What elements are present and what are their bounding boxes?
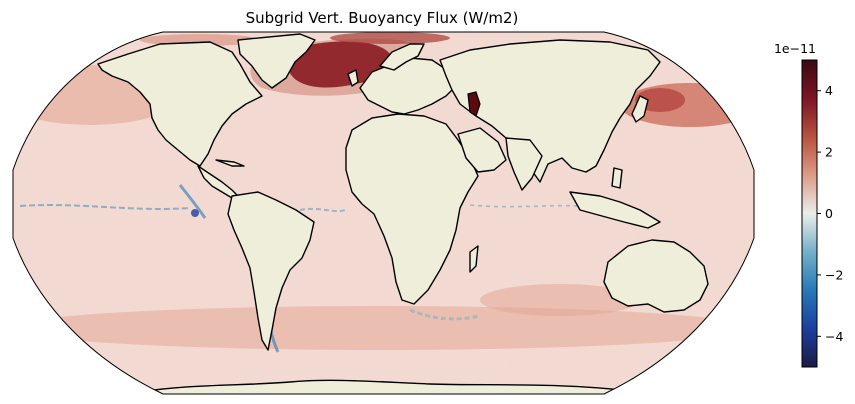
colorbar: 1e−11 4 2 0 −2 −4: [774, 41, 843, 368]
japan: [631, 95, 649, 123]
kuroshio-red: [635, 88, 685, 112]
southeast-asia-islands: [569, 191, 661, 229]
colorbar-tick-label: −4: [825, 329, 843, 344]
greenland: [237, 33, 316, 89]
north-america: [97, 41, 263, 167]
caspian-sea: [467, 91, 481, 117]
colorbar-ticks: 4 2 0 −2 −4: [817, 83, 843, 344]
colorbar-tick-label: 4: [825, 83, 833, 98]
colorbar-tick-label: 2: [825, 145, 833, 160]
caribbean-islands: [215, 159, 245, 167]
scandinavia: [379, 43, 425, 71]
british-isles: [347, 69, 359, 87]
world-map: [12, 31, 755, 395]
colorbar-exponent-label: 1e−11: [774, 41, 816, 56]
southern-red-band: [13, 306, 750, 350]
equatorial-atlantic-streak: [299, 207, 346, 213]
colorbar-tick-label: 0: [825, 206, 833, 221]
indian-subcontinent: [505, 137, 543, 191]
africa: [345, 113, 479, 305]
madagascar: [469, 245, 479, 273]
equatorial-indian-streak: [469, 204, 601, 209]
asia: [439, 39, 661, 183]
australia: [603, 239, 709, 313]
galapagos-blue: [191, 209, 199, 217]
new-zealand: [707, 311, 723, 333]
south-america: [227, 191, 315, 351]
west-coast-blue: [178, 184, 207, 219]
map-frame: [12, 31, 755, 395]
antarctica: [139, 379, 641, 394]
indian-south-red: [480, 284, 640, 316]
land-masses: [97, 33, 723, 394]
arabian-peninsula: [457, 127, 507, 173]
arctic-red: [330, 32, 450, 44]
colorbar-gradient: [801, 59, 818, 368]
south-atlantic-blue: [409, 308, 481, 321]
equatorial-pacific-streak: [19, 204, 191, 210]
philippines: [611, 167, 623, 189]
map-title: Subgrid Vert. Buoyancy Flux (W/m2): [246, 9, 519, 27]
north-atlantic-hotspot: [285, 41, 393, 88]
colorbar-tick-label: −2: [825, 267, 843, 282]
